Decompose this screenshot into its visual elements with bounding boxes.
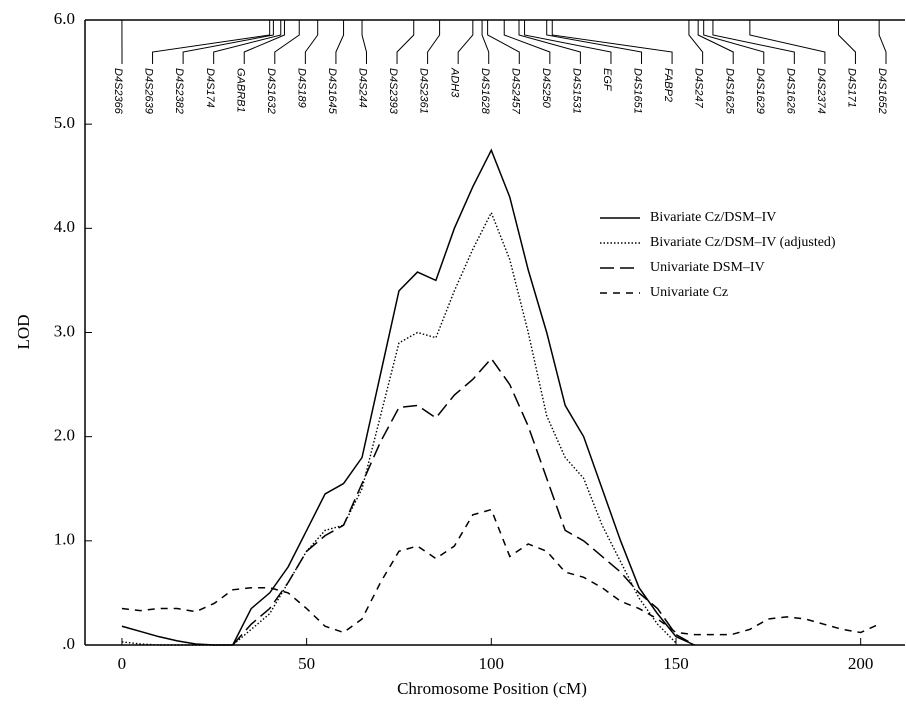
- x-tick-label: 0: [118, 654, 127, 673]
- marker-label: D4S1628: [479, 68, 491, 115]
- marker-label: D4S171: [846, 68, 858, 108]
- marker-connector: [878, 20, 887, 64]
- y-tick-label: 6.0: [54, 9, 75, 28]
- x-tick-label: 200: [848, 654, 874, 673]
- marker-connector: [335, 20, 345, 64]
- series-line: [121, 148, 695, 646]
- y-tick-label: 1.0: [54, 530, 75, 549]
- y-tick-label: .0: [62, 634, 75, 653]
- series-line: [232, 357, 695, 646]
- marker-connector: [749, 20, 826, 64]
- marker-connector: [243, 20, 285, 64]
- marker-label: D4S244: [357, 68, 369, 108]
- marker-label: GABRB1: [234, 68, 246, 113]
- marker-label: D4S174: [204, 68, 216, 108]
- marker-connector: [518, 20, 581, 64]
- marker-label: D4S1626: [784, 68, 796, 115]
- y-tick-label: 3.0: [54, 321, 75, 340]
- marker-connector: [712, 20, 795, 64]
- x-tick-label: 100: [479, 654, 505, 673]
- marker-connector: [697, 20, 734, 64]
- series-line: [121, 211, 677, 646]
- y-tick-label: 5.0: [54, 113, 75, 132]
- y-tick-label: 2.0: [54, 426, 75, 445]
- marker-connector: [152, 20, 271, 64]
- legend-label: Bivariate Cz/DSM–IV (adjusted): [650, 235, 836, 250]
- marker-label: D4S247: [693, 68, 705, 109]
- marker-connector: [457, 20, 474, 64]
- marker-label: FABP2: [662, 68, 674, 102]
- marker-connector: [503, 20, 551, 64]
- marker-label: EGF: [601, 68, 613, 92]
- marker-label: D4S2382: [173, 68, 185, 114]
- marker-connector: [274, 20, 300, 64]
- series-line: [121, 508, 880, 636]
- marker-label: D4S2639: [143, 68, 155, 114]
- marker-connector: [551, 20, 673, 64]
- marker-connector: [213, 20, 282, 64]
- x-axis-label: Chromosome Position (cM): [397, 679, 587, 698]
- marker-label: D4S1629: [754, 68, 766, 114]
- legend-label: Univariate DSM–IV: [650, 260, 765, 275]
- marker-label: D4S2393: [387, 68, 399, 115]
- marker-label: D4S1531: [570, 68, 582, 114]
- marker-connector: [481, 20, 490, 64]
- marker-connector: [361, 20, 367, 64]
- y-axis-label: LOD: [14, 315, 33, 350]
- marker-label: D4S1625: [723, 68, 735, 115]
- marker-label: D4S2374: [815, 68, 827, 114]
- x-tick-label: 150: [663, 654, 689, 673]
- marker-label: D4S2361: [418, 68, 430, 114]
- y-tick-label: 4.0: [54, 217, 75, 236]
- marker-connector: [703, 20, 765, 64]
- marker-connector: [304, 20, 319, 64]
- marker-connector: [396, 20, 415, 64]
- marker-connector: [427, 20, 441, 64]
- legend-label: Bivariate Cz/DSM–IV: [650, 210, 776, 225]
- marker-label: D4S1651: [632, 68, 644, 114]
- marker-connector: [487, 20, 520, 64]
- marker-connector: [838, 20, 856, 64]
- marker-connector: [688, 20, 704, 64]
- marker-connector: [182, 20, 274, 64]
- legend-label: Univariate Cz: [650, 285, 728, 300]
- marker-label: ADH3: [448, 67, 460, 98]
- marker-connector: [546, 20, 643, 64]
- marker-label: D4S1645: [326, 68, 338, 115]
- marker-label: D4S1652: [876, 68, 888, 114]
- marker-label: D4S2457: [509, 68, 521, 115]
- marker-connector: [524, 20, 612, 64]
- marker-label: D4S2366: [112, 68, 124, 115]
- x-tick-label: 50: [298, 654, 315, 673]
- marker-label: D4S189: [295, 68, 307, 108]
- marker-label: D4S1632: [265, 68, 277, 114]
- marker-label: D4S250: [540, 68, 552, 109]
